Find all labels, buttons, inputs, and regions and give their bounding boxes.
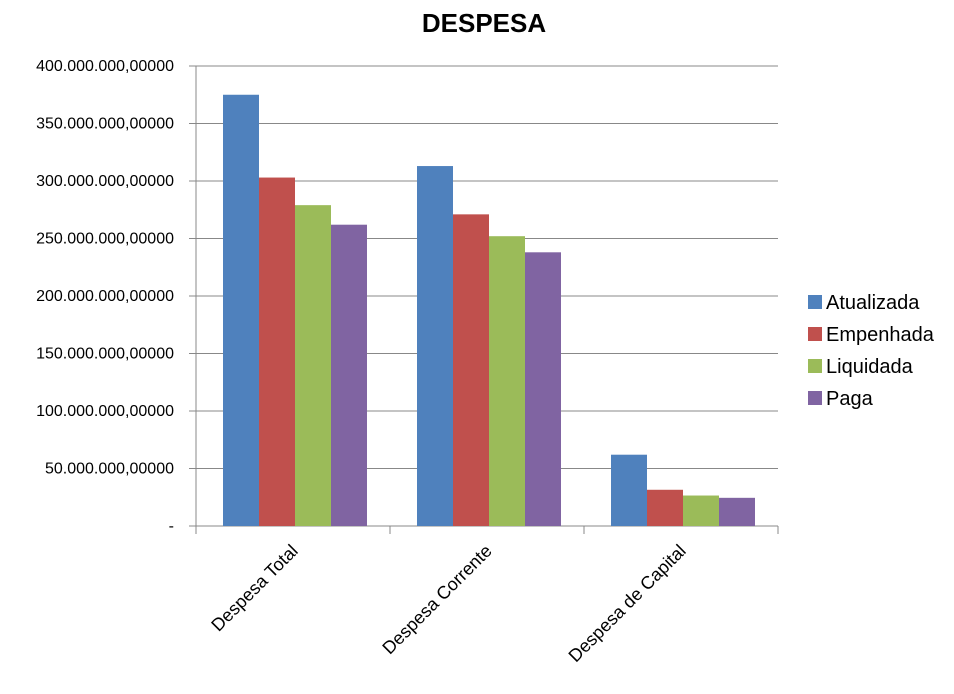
bar-atualizada-3 — [611, 454, 647, 526]
bar-atualizada-2 — [417, 166, 453, 527]
legend-label: Paga — [826, 388, 874, 410]
bar-liquidada-1 — [295, 205, 331, 526]
bar-liquidada-3 — [683, 495, 719, 526]
bar-empenhada-2 — [453, 214, 489, 526]
y-tick-label: 200.000.000,00000 — [36, 288, 174, 305]
legend-swatch — [808, 327, 822, 341]
x-tick-label: Despesa Total — [207, 541, 302, 636]
chart-title: DESPESA — [421, 8, 547, 38]
legend-swatch — [808, 359, 822, 373]
bar-empenhada-3 — [647, 489, 683, 526]
y-tick-label: 300.000.000,00000 — [36, 173, 174, 190]
legend-label: Atualizada — [826, 292, 920, 314]
y-tick-label: 50.000.000,00000 — [45, 461, 174, 478]
y-tick-label: 100.000.000,00000 — [36, 403, 174, 420]
y-tick-label: 250.000.000,00000 — [36, 231, 174, 248]
y-tick-label: 150.000.000,00000 — [36, 346, 174, 363]
x-tick-label: Despesa Corrente — [378, 541, 495, 658]
y-tick-label: 400.000.000,00000 — [36, 58, 174, 75]
bar-paga-2 — [525, 252, 561, 527]
bar-paga-3 — [719, 497, 755, 526]
x-tick-label: Despesa de Capital — [565, 541, 690, 666]
legend-label: Liquidada — [826, 356, 914, 378]
y-tick-label: - — [169, 518, 174, 535]
y-tick-label: 350.000.000,00000 — [36, 116, 174, 133]
legend-swatch — [808, 295, 822, 309]
bar-empenhada-1 — [259, 177, 295, 527]
bar-liquidada-2 — [489, 236, 525, 526]
bar-paga-1 — [331, 224, 367, 526]
legend-swatch — [808, 391, 822, 405]
legend-label: Empenhada — [826, 324, 935, 346]
bar-atualizada-1 — [223, 94, 259, 526]
